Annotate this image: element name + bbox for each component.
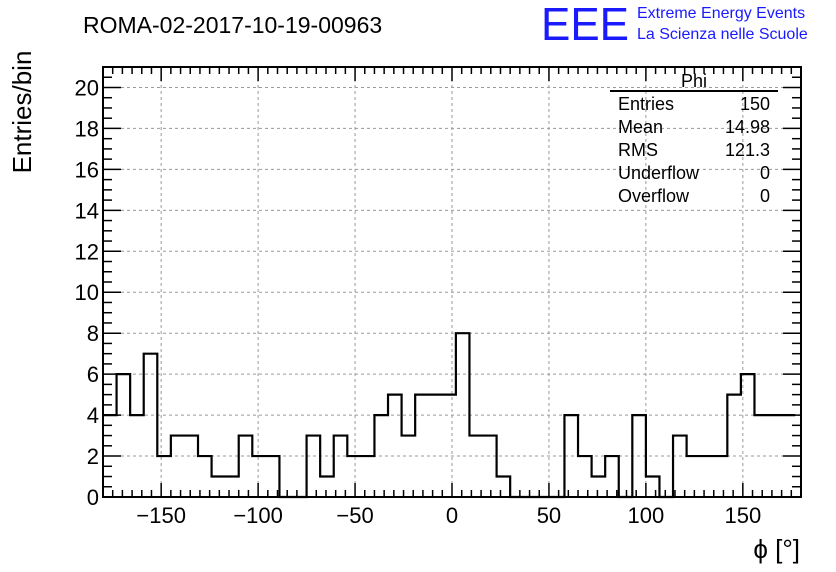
- y-tick-label: 10: [75, 280, 99, 305]
- eee-logo: EEE Extreme Energy Events La Scienza nel…: [541, 0, 808, 50]
- axis-ticks: [103, 67, 801, 497]
- stats-row-label: Overflow: [618, 186, 690, 206]
- x-tick-label: 150: [724, 503, 761, 528]
- stats-row-label: RMS: [618, 140, 658, 160]
- x-tick-label: −50: [336, 503, 373, 528]
- stats-row-value: 121.3: [725, 140, 770, 160]
- y-tick-label: 18: [75, 116, 99, 141]
- x-tick-label: 100: [628, 503, 665, 528]
- stats-row-value: 0: [760, 186, 770, 206]
- y-tick-label: 6: [87, 362, 99, 387]
- x-tick-label: 0: [446, 503, 458, 528]
- x-tick-label: −100: [233, 503, 283, 528]
- x-axis-title: ϕ [°]: [753, 534, 800, 564]
- y-axis-title: Entries/bin: [7, 51, 37, 174]
- stats-rows: Entries 150 Mean 14.98 RMS 121.3 Underflow 0 Ove…: [618, 94, 770, 206]
- y-tick-label: 0: [87, 485, 99, 510]
- stats-title: Phi: [681, 71, 707, 91]
- stats-box: Phi Entries 150 Mean 14.98 RMS 121.3 Underflow…: [610, 71, 778, 206]
- y-tick-label: 8: [87, 321, 99, 346]
- logo-mark: EEE: [541, 0, 629, 50]
- y-tick-label: 16: [75, 157, 99, 182]
- y-tick-label: 20: [75, 75, 99, 100]
- stats-row-label: Underflow: [618, 163, 700, 183]
- y-tick-label: 2: [87, 444, 99, 469]
- logo-line-1: Extreme Energy Events: [637, 5, 805, 22]
- stats-row-label: Mean: [618, 117, 663, 137]
- stats-row-value: 0: [760, 163, 770, 183]
- stats-row-value: 150: [740, 94, 770, 114]
- x-tick-label: −150: [136, 503, 186, 528]
- y-tick-label: 12: [75, 239, 99, 264]
- x-tick-label: 50: [537, 503, 561, 528]
- y-tick-labels: 0 2 4 6 8 10 12 14 16 18 20: [75, 75, 99, 510]
- y-tick-label: 4: [87, 403, 99, 428]
- y-tick-label: 14: [75, 198, 99, 223]
- chart-title: ROMA-02-2017-10-19-00963: [83, 12, 382, 38]
- stats-row-label: Entries: [618, 94, 674, 114]
- logo-line-2: La Scienza nelle Scuole: [637, 26, 808, 43]
- stats-row-value: 14.98: [725, 117, 770, 137]
- x-tick-labels: −150 −100 −50 0 50 100 150: [136, 503, 761, 528]
- grid-lines: [103, 67, 801, 497]
